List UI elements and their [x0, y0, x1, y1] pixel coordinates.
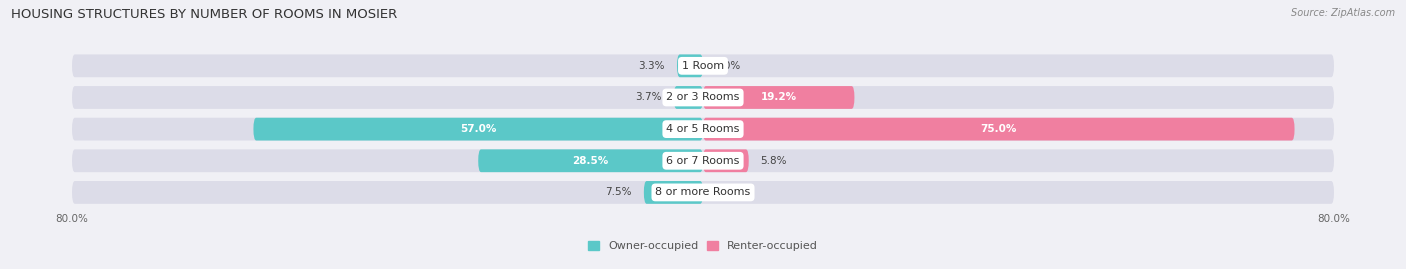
FancyBboxPatch shape: [253, 118, 703, 140]
FancyBboxPatch shape: [478, 149, 703, 172]
FancyBboxPatch shape: [72, 181, 1334, 204]
Text: 1 Room: 1 Room: [682, 61, 724, 71]
Text: 2 or 3 Rooms: 2 or 3 Rooms: [666, 93, 740, 102]
Text: 75.0%: 75.0%: [980, 124, 1017, 134]
Text: Source: ZipAtlas.com: Source: ZipAtlas.com: [1291, 8, 1395, 18]
Text: 3.7%: 3.7%: [636, 93, 662, 102]
Legend: Owner-occupied, Renter-occupied: Owner-occupied, Renter-occupied: [583, 237, 823, 256]
Text: 19.2%: 19.2%: [761, 93, 797, 102]
FancyBboxPatch shape: [72, 118, 1334, 140]
Text: 5.8%: 5.8%: [761, 156, 787, 166]
FancyBboxPatch shape: [703, 118, 1295, 140]
Text: 6 or 7 Rooms: 6 or 7 Rooms: [666, 156, 740, 166]
Text: 7.5%: 7.5%: [606, 187, 633, 197]
Text: 3.3%: 3.3%: [638, 61, 665, 71]
Text: 0.0%: 0.0%: [714, 187, 741, 197]
FancyBboxPatch shape: [644, 181, 703, 204]
FancyBboxPatch shape: [703, 149, 749, 172]
Text: 8 or more Rooms: 8 or more Rooms: [655, 187, 751, 197]
Text: 0.0%: 0.0%: [714, 61, 741, 71]
FancyBboxPatch shape: [72, 149, 1334, 172]
Text: 4 or 5 Rooms: 4 or 5 Rooms: [666, 124, 740, 134]
FancyBboxPatch shape: [676, 54, 703, 77]
FancyBboxPatch shape: [72, 54, 1334, 77]
FancyBboxPatch shape: [673, 86, 703, 109]
Text: HOUSING STRUCTURES BY NUMBER OF ROOMS IN MOSIER: HOUSING STRUCTURES BY NUMBER OF ROOMS IN…: [11, 8, 398, 21]
FancyBboxPatch shape: [72, 86, 1334, 109]
Text: 57.0%: 57.0%: [460, 124, 496, 134]
Text: 28.5%: 28.5%: [572, 156, 609, 166]
FancyBboxPatch shape: [703, 86, 855, 109]
